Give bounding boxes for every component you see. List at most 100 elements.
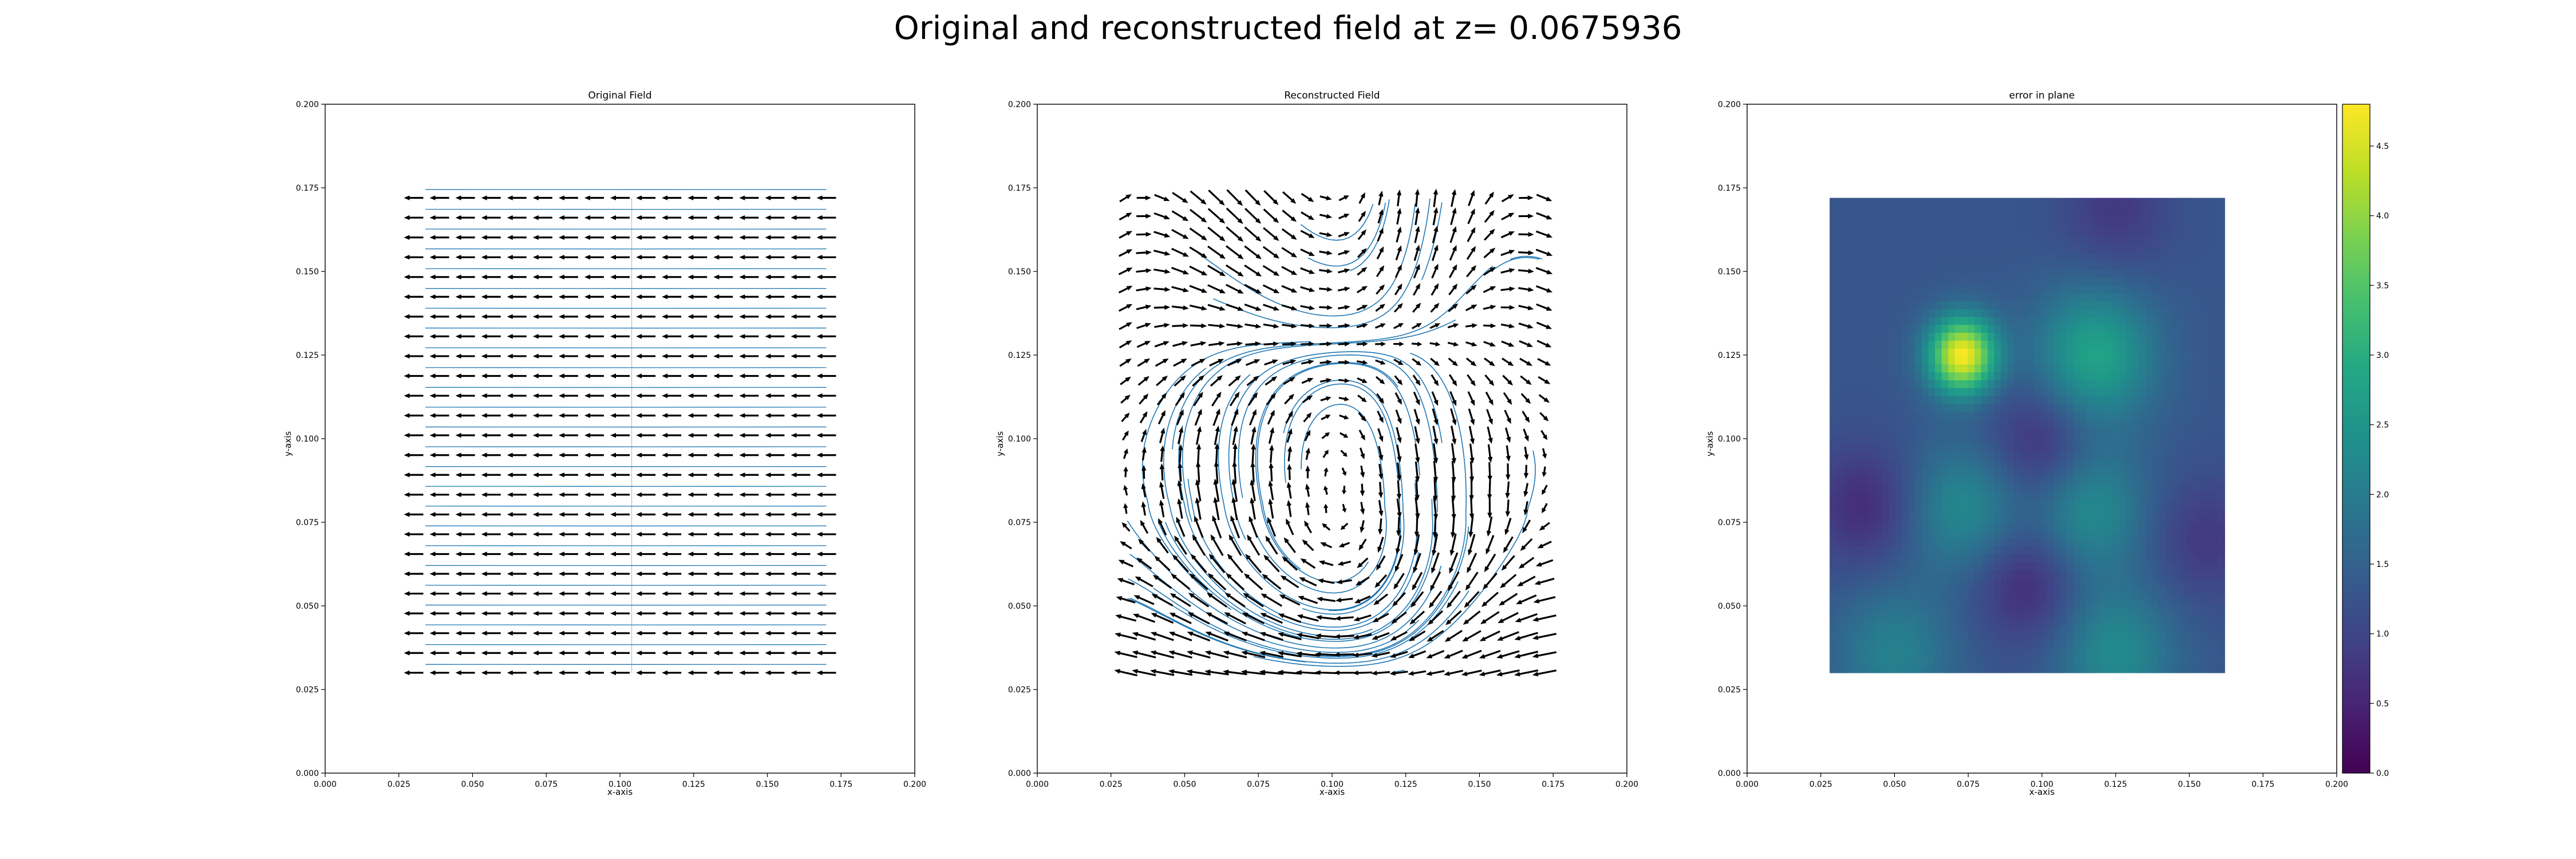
error-plane-cell bbox=[1928, 506, 1935, 515]
reconstructed-field-arrow bbox=[1468, 515, 1474, 538]
original-field-arrow bbox=[455, 571, 475, 577]
error-plane-cell bbox=[1856, 324, 1863, 333]
reconstructed-field-arrow bbox=[1412, 283, 1421, 296]
reconstructed-field-arrow bbox=[1518, 269, 1534, 274]
reconstructed-field-arrow bbox=[1371, 671, 1390, 676]
error-plane-cell bbox=[1856, 593, 1863, 602]
error-plane-cell bbox=[2211, 617, 2219, 626]
error-plane-cell bbox=[2014, 293, 2021, 301]
error-plane-cell bbox=[1902, 253, 1909, 262]
error-plane-cell bbox=[2218, 490, 2225, 499]
error-plane-cell bbox=[2165, 633, 2172, 642]
error-plane-cell bbox=[2020, 657, 2028, 665]
error-plane-cell bbox=[2198, 293, 2206, 301]
original-field-arrow bbox=[558, 610, 578, 616]
error-plane-cell bbox=[2132, 206, 2140, 214]
error-plane-cell bbox=[1843, 490, 1850, 499]
reconstructed-field-arrow bbox=[1300, 323, 1315, 329]
error-plane-cell bbox=[2001, 301, 2008, 309]
error-plane-cell bbox=[1935, 657, 1942, 665]
error-plane-cell bbox=[2046, 593, 2054, 602]
error-plane-cell bbox=[1981, 348, 1988, 357]
error-plane-cell bbox=[2067, 348, 2074, 357]
error-plane-cell bbox=[2159, 364, 2166, 373]
error-plane-cell bbox=[2020, 285, 2028, 293]
error-plane-cell bbox=[2198, 633, 2206, 642]
error-plane-cell bbox=[1935, 403, 1942, 412]
error-plane-cell bbox=[2191, 198, 2199, 206]
error-plane-cell bbox=[2132, 332, 2140, 341]
error-plane-cell bbox=[1862, 546, 1870, 555]
error-plane-cell bbox=[1935, 633, 1942, 642]
reconstructed-field-arrow bbox=[1226, 245, 1244, 259]
original-field-arrow bbox=[532, 215, 552, 220]
error-plane-cell bbox=[2046, 483, 2054, 491]
error-plane-cell bbox=[2046, 522, 2054, 531]
error-plane-cell bbox=[2125, 277, 2133, 286]
reconstructed-field-arrow bbox=[1377, 410, 1384, 423]
error-plane-cell bbox=[2014, 625, 2021, 634]
error-plane-cell bbox=[2020, 570, 2028, 578]
error-plane-cell bbox=[2112, 364, 2120, 373]
error-plane-cell bbox=[1869, 459, 1876, 468]
error-plane-cell bbox=[2073, 372, 2080, 381]
error-plane-cell bbox=[2086, 593, 2093, 602]
error-plane-cell bbox=[2119, 388, 2127, 396]
error-plane-cell bbox=[1994, 530, 2001, 539]
error-plane-cell bbox=[1981, 435, 1988, 444]
error-plane-cell bbox=[2020, 601, 2028, 610]
original-field-arrow bbox=[558, 551, 578, 557]
error-plane-cell bbox=[1862, 530, 1870, 539]
error-plane-cell bbox=[2172, 229, 2179, 238]
error-plane-cell bbox=[1928, 459, 1935, 468]
reconstructed-field-arrow bbox=[1317, 578, 1335, 584]
error-plane-cell bbox=[2198, 277, 2206, 286]
error-plane-cell bbox=[2080, 285, 2087, 293]
error-plane-cell bbox=[1830, 261, 1837, 270]
error-plane-cell bbox=[2152, 570, 2159, 578]
reconstructed-field-arrow bbox=[1192, 534, 1206, 556]
reconstructed-field-arrow bbox=[1314, 670, 1337, 675]
original-field-arrow bbox=[584, 631, 604, 636]
error-plane-cell bbox=[2198, 221, 2206, 230]
error-plane-cell bbox=[2112, 309, 2120, 317]
error-plane-cell bbox=[2014, 506, 2021, 515]
original-field-arrow bbox=[739, 631, 759, 636]
error-plane-cell bbox=[2099, 522, 2107, 531]
error-plane-cell bbox=[2106, 380, 2113, 388]
error-plane-cell bbox=[1961, 459, 1969, 468]
error-plane-cell bbox=[2211, 356, 2219, 365]
error-plane-cell bbox=[2204, 585, 2212, 594]
error-plane-cell bbox=[1830, 522, 1837, 531]
error-plane-cell bbox=[2020, 261, 2028, 270]
error-plane-cell bbox=[1836, 364, 1843, 373]
error-plane-cell bbox=[2132, 562, 2140, 570]
reconstructed-field-arrow bbox=[1463, 610, 1481, 625]
original-field-arrow bbox=[532, 571, 552, 577]
reconstructed-field-arrow bbox=[1301, 192, 1314, 202]
original-field-arrow bbox=[688, 334, 708, 339]
error-plane-cell bbox=[2165, 427, 2172, 436]
error-plane-cell bbox=[2159, 356, 2166, 365]
original-field-arrow bbox=[713, 551, 733, 557]
error-plane-cell bbox=[1961, 293, 1969, 301]
original-field-arrow bbox=[765, 670, 785, 675]
error-plane-cell bbox=[2099, 467, 2107, 475]
error-plane-cell bbox=[1915, 403, 1922, 412]
error-plane-cell bbox=[1849, 562, 1856, 570]
error-plane-cell bbox=[1915, 657, 1922, 665]
colorbar-tick-label: 2.5 bbox=[2376, 421, 2389, 430]
error-plane-cell bbox=[1994, 577, 2001, 586]
error-plane-cell bbox=[1875, 427, 1883, 436]
error-plane-cell bbox=[2099, 562, 2107, 570]
error-plane-cell bbox=[2139, 332, 2146, 341]
error-plane-cell bbox=[2033, 506, 2041, 515]
error-plane-cell bbox=[1941, 475, 1949, 483]
error-plane-cell bbox=[2178, 490, 2186, 499]
error-plane-cell bbox=[2067, 538, 2074, 547]
error-plane-cell bbox=[2185, 427, 2192, 436]
error-plane-cell bbox=[2093, 269, 2100, 278]
error-plane-cell bbox=[2146, 530, 2153, 539]
error-plane-cell bbox=[2106, 498, 2113, 507]
error-plane-cell bbox=[2007, 206, 2014, 214]
